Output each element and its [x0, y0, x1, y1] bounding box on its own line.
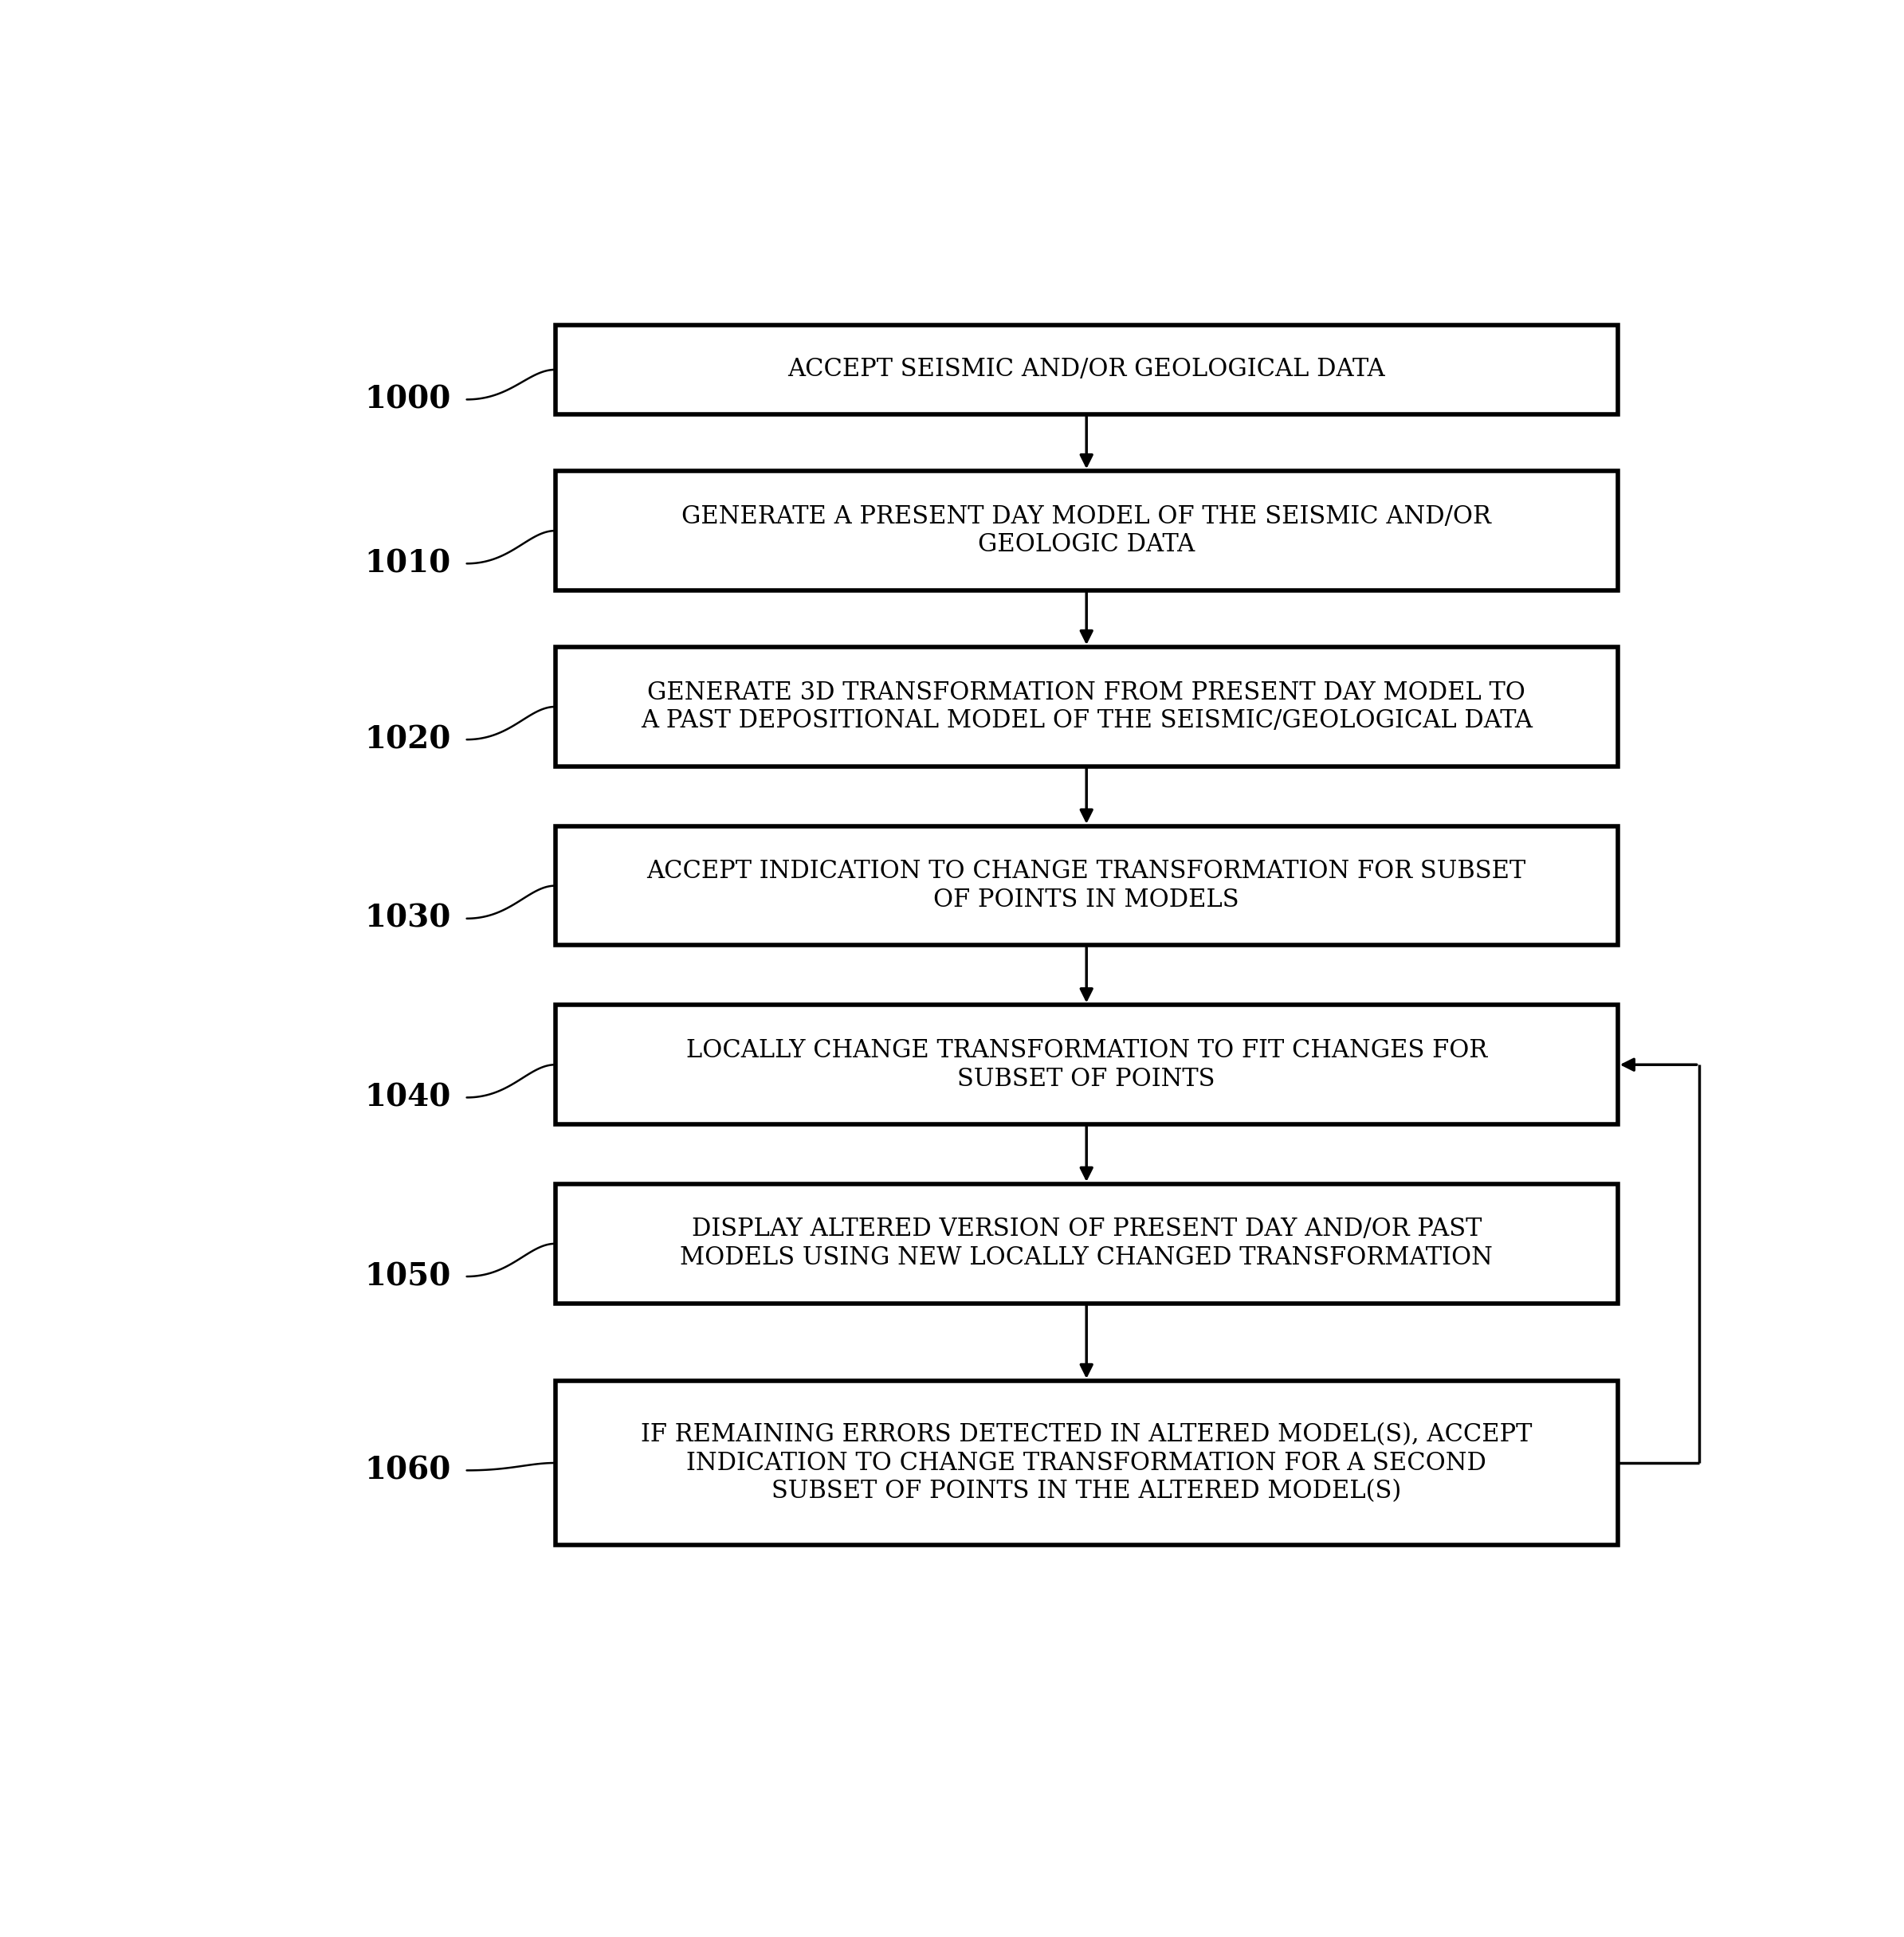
FancyBboxPatch shape	[556, 471, 1618, 591]
FancyBboxPatch shape	[556, 1005, 1618, 1123]
Text: 1000: 1000	[364, 384, 451, 415]
Text: 1040: 1040	[364, 1083, 451, 1112]
Text: ACCEPT SEISMIC AND/OR GEOLOGICAL DATA: ACCEPT SEISMIC AND/OR GEOLOGICAL DATA	[788, 356, 1386, 382]
Text: 1020: 1020	[364, 724, 451, 755]
Text: 1010: 1010	[364, 548, 451, 579]
Text: DISPLAY ALTERED VERSION OF PRESENT DAY AND/OR PAST
MODELS USING NEW LOCALLY CHAN: DISPLAY ALTERED VERSION OF PRESENT DAY A…	[680, 1216, 1493, 1271]
Text: GENERATE 3D TRANSFORMATION FROM PRESENT DAY MODEL TO
A PAST DEPOSITIONAL MODEL O: GENERATE 3D TRANSFORMATION FROM PRESENT …	[640, 680, 1533, 734]
Text: GENERATE A PRESENT DAY MODEL OF THE SEISMIC AND/OR
GEOLOGIC DATA: GENERATE A PRESENT DAY MODEL OF THE SEIS…	[682, 504, 1491, 558]
FancyBboxPatch shape	[556, 647, 1618, 767]
Text: 1050: 1050	[364, 1261, 451, 1292]
Text: IF REMAINING ERRORS DETECTED IN ALTERED MODEL(S), ACCEPT
INDICATION TO CHANGE TR: IF REMAINING ERRORS DETECTED IN ALTERED …	[642, 1422, 1533, 1503]
FancyBboxPatch shape	[556, 325, 1618, 415]
Text: LOCALLY CHANGE TRANSFORMATION TO FIT CHANGES FOR
SUBSET OF POINTS: LOCALLY CHANGE TRANSFORMATION TO FIT CHA…	[685, 1038, 1487, 1091]
FancyBboxPatch shape	[556, 1381, 1618, 1546]
FancyBboxPatch shape	[556, 1184, 1618, 1304]
Text: 1030: 1030	[364, 903, 451, 934]
Text: 1060: 1060	[364, 1455, 451, 1486]
FancyBboxPatch shape	[556, 825, 1618, 945]
Text: ACCEPT INDICATION TO CHANGE TRANSFORMATION FOR SUBSET
OF POINTS IN MODELS: ACCEPT INDICATION TO CHANGE TRANSFORMATI…	[647, 860, 1527, 912]
